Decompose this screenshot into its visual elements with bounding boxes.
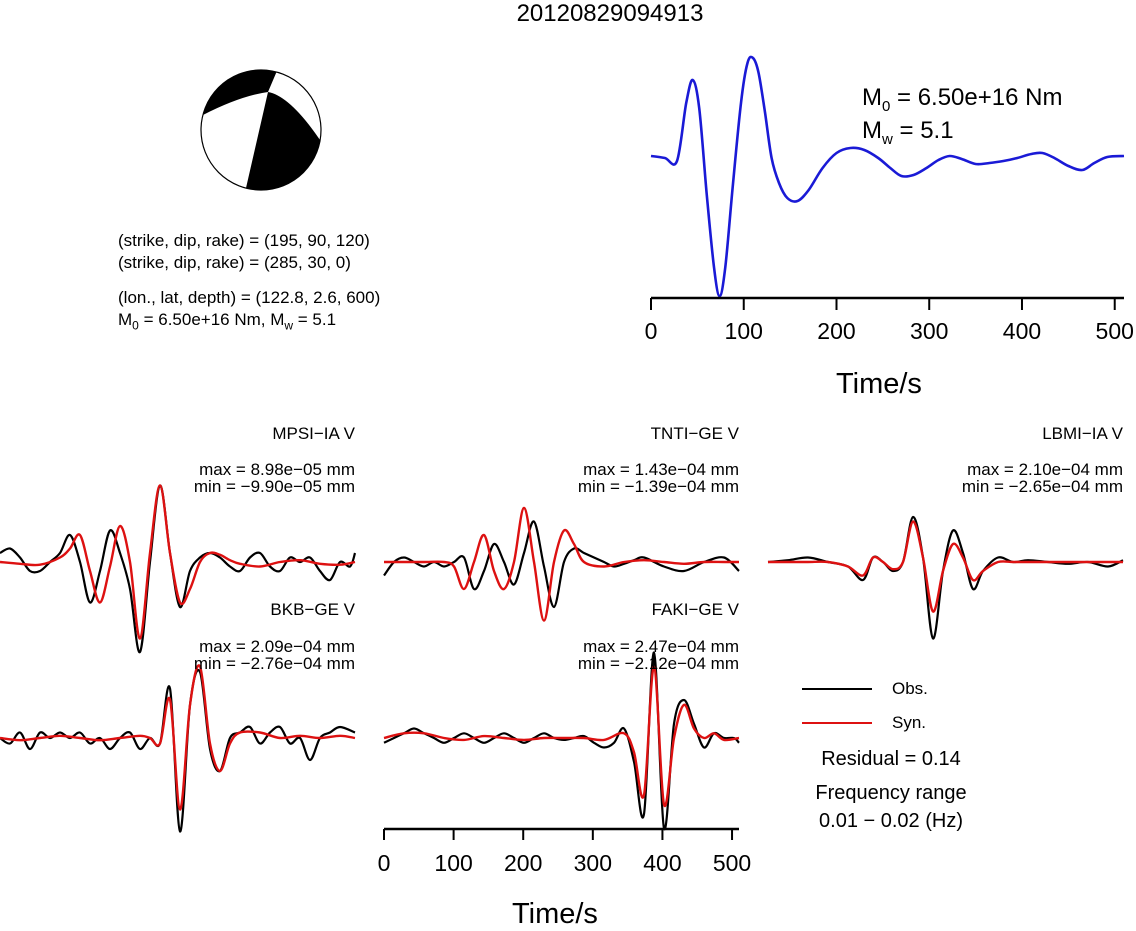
- station-name: FAKI−GE V: [651, 600, 739, 619]
- m0-subscript: 0: [132, 318, 139, 333]
- stf-x-tick-label: 100: [724, 318, 763, 344]
- stf-x-tick-label: 0: [644, 318, 658, 344]
- observed-trace: [0, 484, 357, 654]
- synthetic-trace: [768, 520, 1123, 613]
- station-name: MPSI−IA V: [272, 424, 355, 443]
- mw-subscript: w: [284, 318, 294, 333]
- station-min: min = −1.39e−04 mm: [577, 477, 739, 496]
- stf-mw-symbol: M: [862, 117, 882, 144]
- legend-observed-label: Obs.: [892, 679, 928, 698]
- station-min: min = −2.76e−04 mm: [193, 654, 355, 673]
- stf-magnitude-label: Mw = 5.1: [862, 117, 954, 148]
- focal-info-line3: (lon., lat, depth) = (122.8, 2.6, 600): [118, 288, 381, 307]
- stf-x-tick-label: 300: [910, 318, 949, 344]
- focal-info-line1: (strike, dip, rake) = (195, 90, 120): [118, 231, 370, 250]
- waveform-x-tick-label: 200: [504, 850, 543, 876]
- residual-text: Residual = 0.14: [821, 748, 961, 770]
- beachball-compression-sector: [203, 69, 277, 115]
- observed-trace: [767, 515, 1124, 640]
- stf-m0-symbol: M: [862, 84, 882, 111]
- station-min: min = −9.90e−05 mm: [193, 477, 355, 496]
- station-max: max = 8.98e−05 mm: [199, 460, 355, 479]
- focal-info-moment: M0 = 6.50e+16 Nm, Mw = 5.1: [118, 309, 336, 336]
- station-max: max = 1.43e−04 mm: [583, 460, 739, 479]
- legend-synthetic-line: [802, 722, 872, 724]
- synthetic-trace: [384, 506, 739, 622]
- station-max: max = 2.10e−04 mm: [967, 460, 1123, 479]
- station-name: BKB−GE V: [270, 600, 355, 619]
- stf-series-line: [650, 55, 1125, 298]
- frequency-range-label: Frequency range: [815, 782, 967, 804]
- waveform-x-tick-label: 100: [434, 850, 473, 876]
- stf-moment-label: M0 = 6.50e+16 Nm: [862, 84, 1062, 115]
- legend-synthetic-label: Syn.: [892, 713, 927, 732]
- page-title: 20120829094913: [516, 0, 704, 27]
- stf-mw-subscript: w: [882, 130, 893, 148]
- beachball: [200, 69, 322, 191]
- stf-m0-value: = 6.50e+16 Nm: [890, 84, 1063, 111]
- stf-x-tick-label: 500: [1095, 318, 1134, 344]
- stf-x-axis-label: Time/s: [836, 368, 922, 400]
- stf-x-tick-label: 400: [1002, 318, 1042, 344]
- station-name: TNTI−GE V: [650, 424, 739, 443]
- stf-x-tick-label: 200: [817, 318, 856, 344]
- station-name: LBMI−IA V: [1042, 424, 1123, 443]
- waveform-x-tick-label: 0: [377, 850, 391, 876]
- observed-trace: [0, 669, 356, 833]
- beachball-compression-sector: [246, 92, 320, 190]
- waveform-x-tick-label: 500: [712, 850, 752, 876]
- m0-value: = 6.50e+16 Nm, M: [138, 310, 285, 329]
- m0-symbol: M: [118, 310, 133, 329]
- frequency-range-value: 0.01 − 0.02 (Hz): [819, 810, 963, 832]
- station-max: max = 2.09e−04 mm: [199, 637, 355, 656]
- synthetic-trace: [383, 665, 740, 808]
- station-min: min = −2.65e−04 mm: [961, 477, 1123, 496]
- stf-plot: [650, 55, 1125, 298]
- synthetic-trace: [0, 664, 356, 811]
- synthetic-trace: [0, 484, 356, 640]
- waveform-x-tick-label: 400: [643, 850, 682, 876]
- legend-observed-line: [802, 688, 872, 690]
- station-max: max = 2.47e−04 mm: [583, 637, 739, 656]
- waveform-x-axis-label: Time/s: [512, 898, 598, 930]
- mw-value: = 5.1: [293, 310, 337, 329]
- station-min: min = −2.12e−04 mm: [577, 654, 739, 673]
- stf-m0-subscript: 0: [882, 97, 891, 115]
- axes: [383, 296, 1124, 840]
- observed-trace: [383, 651, 740, 831]
- waveform-x-tick-label: 300: [573, 850, 612, 876]
- stf-mw-value: = 5.1: [892, 117, 954, 144]
- waveform-plot: [0, 484, 1124, 833]
- focal-info-line2: (strike, dip, rake) = (285, 30, 0): [118, 253, 351, 272]
